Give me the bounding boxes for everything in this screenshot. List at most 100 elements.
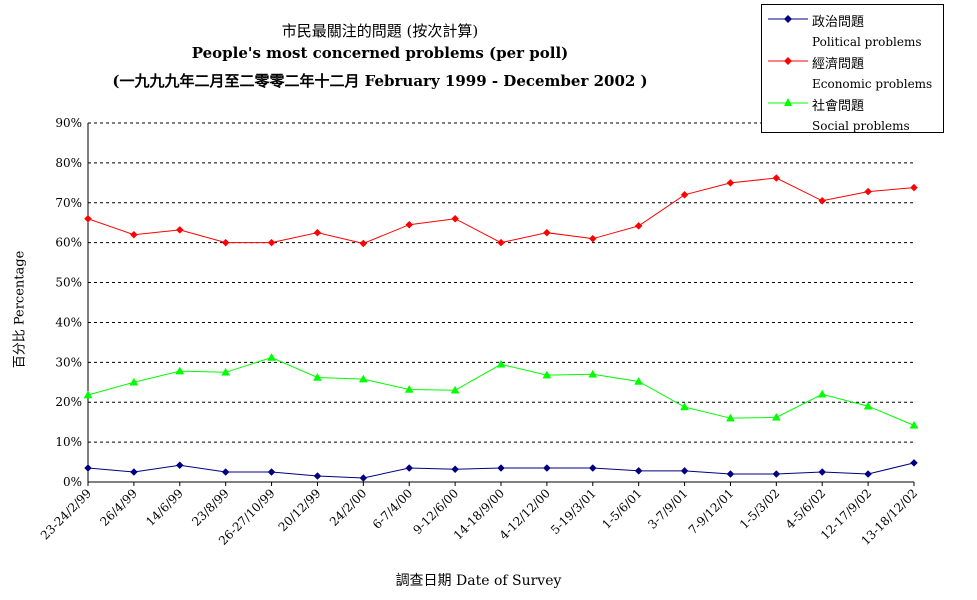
- data-point: [863, 401, 873, 410]
- data-point: [267, 353, 276, 361]
- data-point: [451, 214, 459, 223]
- legend-label-economic-zh: 經濟問題: [812, 57, 865, 72]
- data-point: [175, 226, 184, 234]
- legend-item-political: 政治問題 Political problems: [762, 9, 943, 49]
- legend-swatch-economic: [768, 57, 808, 65]
- legend-swatch-political: [768, 15, 808, 23]
- data-point: [772, 174, 781, 182]
- data-point: [129, 377, 139, 386]
- x-tick-label: 3-7/9/01: [645, 486, 690, 531]
- data-point: [497, 464, 505, 472]
- data-point: [864, 187, 872, 196]
- data-point: [221, 468, 230, 476]
- data-point: [634, 376, 644, 385]
- data-point: [313, 472, 322, 480]
- data-point: [818, 468, 827, 476]
- data-point: [680, 466, 689, 475]
- data-point: [634, 222, 643, 230]
- legend-label-political-zh: 政治問題: [812, 15, 865, 30]
- data-point: [680, 190, 689, 199]
- data-point: [634, 466, 643, 475]
- x-tick-label: 26/4/99: [97, 486, 140, 529]
- data-point: [910, 183, 918, 192]
- data-point: [726, 178, 735, 187]
- y-tick-label: 50%: [55, 276, 82, 290]
- x-tick-label: 23-24/2/99: [38, 486, 94, 542]
- y-tick-label: 90%: [55, 116, 82, 130]
- series-line-social-problems: [87, 357, 915, 426]
- data-point: [818, 196, 827, 205]
- legend-label-political-en: Political problems: [812, 35, 922, 49]
- series-line-economic-problems: [87, 177, 915, 244]
- y-tick-label: 0%: [63, 475, 82, 489]
- data-point: [497, 238, 505, 247]
- data-point: [588, 464, 597, 472]
- data-point: [909, 420, 919, 429]
- chart-title-date-range: (一九九九年二月至二零零二年十二月 February 1999 - Decemb…: [112, 72, 648, 90]
- x-tick-label: 5-19/3/01: [548, 486, 599, 537]
- legend-swatch-social: [768, 98, 808, 106]
- data-point: [221, 238, 230, 247]
- data-point: [588, 369, 598, 378]
- data-point: [451, 465, 459, 474]
- data-point: [358, 374, 368, 383]
- x-axis-label: 調查日期 Date of Survey: [395, 573, 562, 589]
- data-point: [771, 412, 781, 421]
- data-point: [405, 464, 414, 472]
- data-point: [588, 234, 597, 243]
- x-tick-label: 1-5/3/02: [737, 486, 782, 531]
- y-axis-label: 百分比 Percentage: [12, 250, 28, 369]
- data-point: [84, 214, 92, 223]
- x-tick-label: 20/12/99: [276, 486, 324, 534]
- data-point: [175, 366, 185, 375]
- data-point: [130, 230, 138, 239]
- y-tick-label: 20%: [55, 395, 82, 409]
- data-point: [221, 367, 231, 376]
- y-tick-label: 70%: [55, 196, 82, 210]
- legend-item-social: 社會問題 Social problems: [762, 93, 943, 133]
- data-point: [313, 372, 322, 381]
- legend-label-social-zh: 社會問題: [812, 99, 865, 114]
- y-tick-label: 40%: [55, 315, 82, 329]
- data-point: [267, 468, 276, 476]
- data-point: [404, 384, 414, 393]
- y-axis-label-wrap: 百分比 Percentage: [8, 251, 38, 369]
- data-point: [543, 228, 551, 237]
- data-point: [130, 468, 138, 476]
- x-tick-label: 7-9/12/01: [686, 486, 737, 537]
- data-point: [84, 464, 92, 472]
- data-point: [83, 390, 93, 399]
- data-point: [542, 370, 552, 379]
- x-tick-label: 24/2/00: [327, 486, 370, 529]
- data-point: [313, 228, 322, 237]
- data-point: [543, 464, 551, 472]
- data-point: [864, 470, 872, 478]
- legend-label-social-en: Social problems: [812, 119, 910, 133]
- x-tick-label: 1-5/6/01: [599, 486, 644, 531]
- y-tick-label: 10%: [55, 435, 82, 449]
- legend-label-economic-en: Economic problems: [812, 77, 933, 91]
- chart-legend: 政治問題 Political problems 經濟問題 Economic pr…: [761, 4, 944, 133]
- data-point: [450, 385, 460, 394]
- data-point: [817, 389, 827, 398]
- y-tick-label: 80%: [55, 156, 82, 170]
- data-point: [405, 220, 414, 229]
- x-axis-label-wrap: 調查日期 Date of Survey: [0, 570, 977, 590]
- data-point: [680, 402, 689, 411]
- data-point: [359, 474, 368, 482]
- chart-title-english: People's most concerned problems (per po…: [191, 44, 569, 62]
- y-tick-label: 60%: [55, 236, 82, 250]
- data-point: [359, 239, 368, 248]
- chart-title-chinese: 市民最關注的問題 (按次計算): [281, 22, 479, 40]
- data-point: [267, 238, 276, 247]
- data-point: [726, 470, 735, 478]
- x-tick-label: 23/8/99: [189, 486, 232, 529]
- data-point: [772, 470, 781, 478]
- data-point: [175, 461, 184, 470]
- data-point: [910, 458, 918, 467]
- x-tick-label: 14/6/99: [143, 486, 186, 529]
- x-tick-label: 4-5/6/02: [783, 486, 828, 531]
- x-tick-label: 6-7/4/00: [370, 486, 415, 531]
- legend-item-economic: 經濟問題 Economic problems: [762, 51, 943, 91]
